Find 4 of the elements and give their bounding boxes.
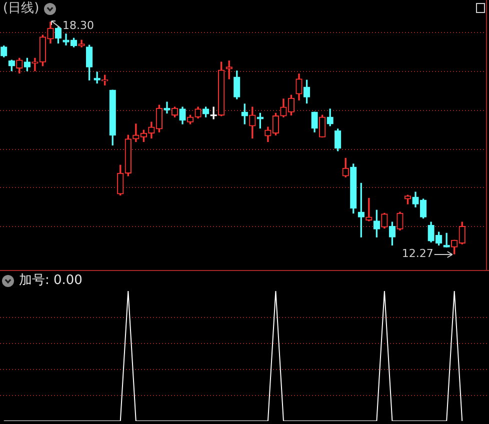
annotation: 12.27 <box>402 246 434 260</box>
chart-title: (日线) <box>3 1 40 17</box>
annotation: 18.30 <box>62 18 94 32</box>
chart-title: 加号: 0.00 <box>19 273 82 289</box>
